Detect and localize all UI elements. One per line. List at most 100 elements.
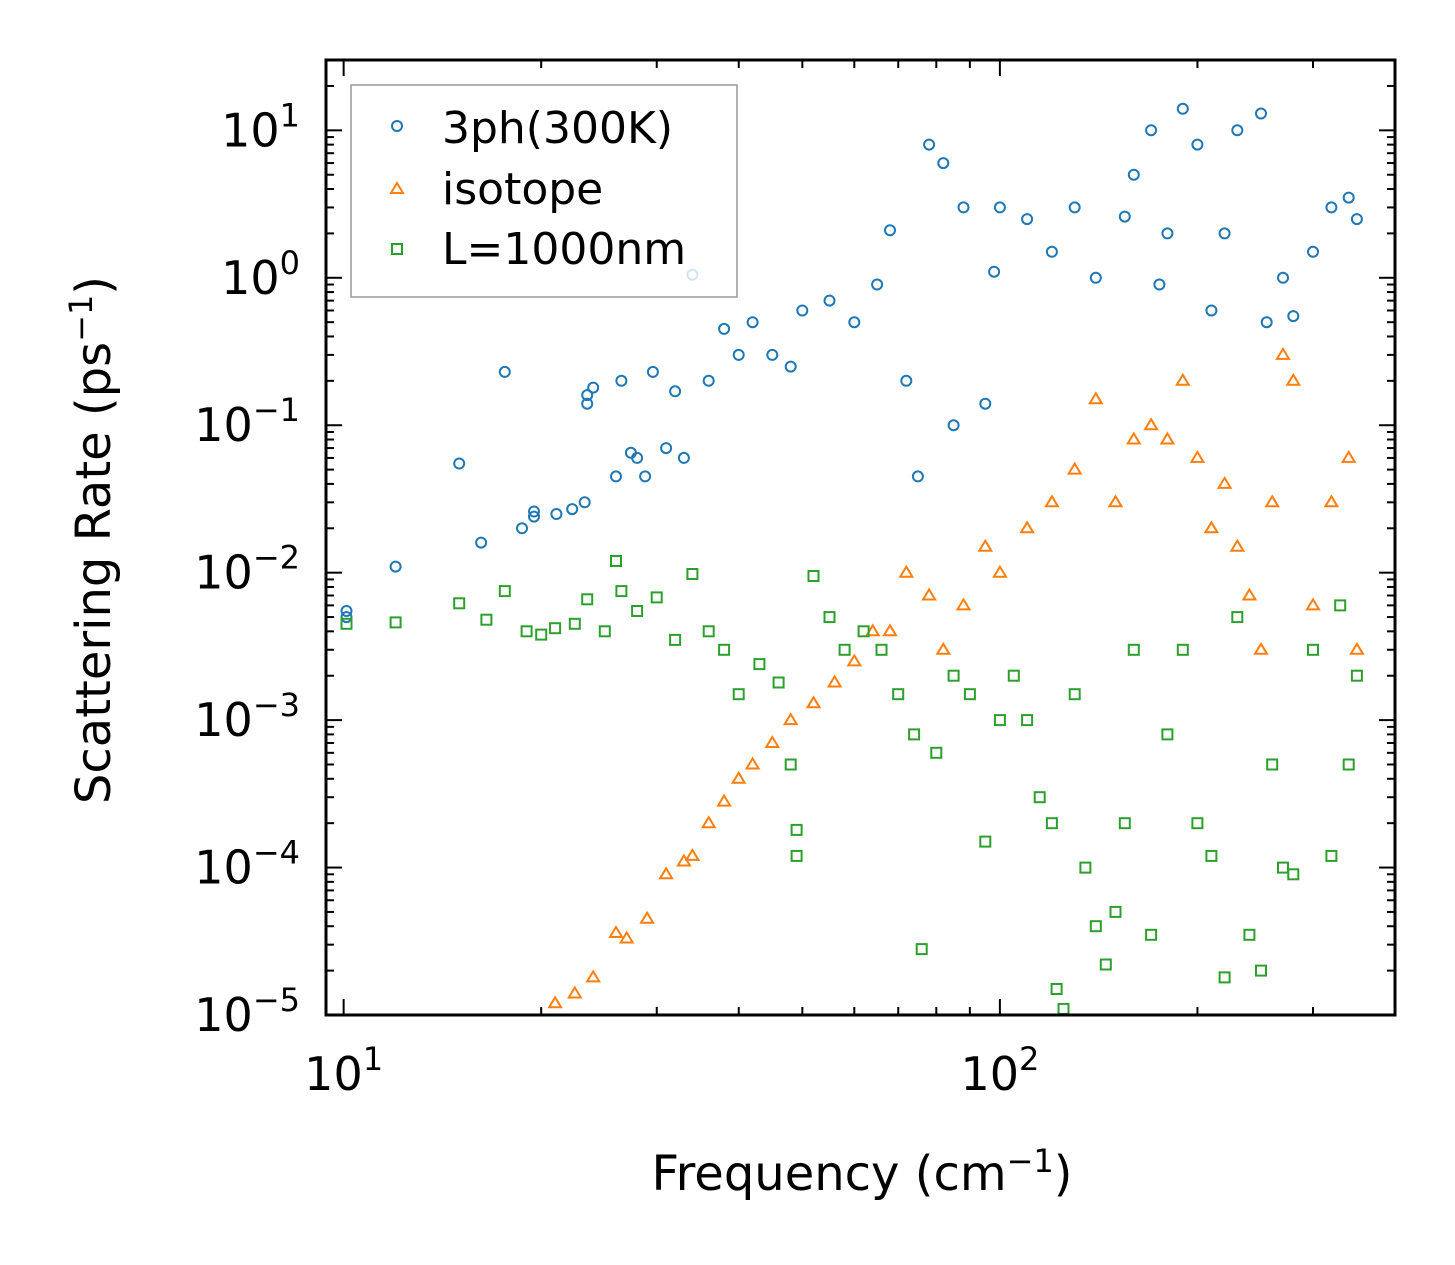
data-point	[857, 625, 870, 638]
legend-marker-boundary	[391, 243, 403, 255]
data-point	[826, 674, 843, 688]
data-point	[1253, 641, 1269, 655]
data-point	[921, 587, 937, 601]
data-point	[1044, 494, 1060, 508]
data-point	[882, 623, 898, 637]
data-point	[547, 995, 563, 1009]
data-point	[875, 643, 888, 656]
data-point	[608, 925, 624, 938]
data-point	[1159, 431, 1176, 445]
data-point	[1243, 928, 1256, 941]
data-point	[1334, 599, 1347, 612]
series-0	[340, 102, 1363, 624]
legend: 3ph(300K) isotope L=1000nm	[350, 84, 738, 298]
data-point	[453, 597, 466, 610]
legend-label-isotope: isotope	[442, 164, 603, 215]
data-point	[1218, 971, 1231, 984]
data-point	[660, 442, 673, 455]
data-point	[823, 294, 836, 307]
data-point	[1231, 611, 1244, 624]
data-point	[498, 585, 511, 598]
data-point	[988, 265, 1001, 278]
data-point	[718, 643, 731, 656]
data-point	[1275, 346, 1291, 360]
data-point	[389, 560, 402, 573]
data-point	[955, 597, 972, 611]
data-point	[1260, 316, 1273, 329]
data-point	[516, 522, 528, 535]
data-point	[1045, 817, 1058, 830]
data-point	[1305, 597, 1321, 611]
legend-box	[350, 84, 738, 298]
data-point	[908, 728, 921, 741]
data-point	[753, 658, 766, 671]
data-point	[1191, 817, 1204, 830]
series-2	[340, 555, 1363, 1015]
data-point	[528, 510, 540, 523]
data-point	[535, 628, 548, 641]
legend-marker-3ph	[391, 120, 403, 132]
data-point	[581, 389, 594, 402]
data-point	[1099, 958, 1112, 971]
data-point	[993, 714, 1006, 727]
data-point	[1050, 983, 1063, 995]
data-point	[1264, 494, 1280, 508]
data-point	[823, 611, 836, 624]
data-point	[1285, 372, 1302, 386]
data-point	[1153, 278, 1166, 291]
data-point	[1143, 417, 1159, 431]
data-point	[1342, 191, 1355, 204]
data-point	[1033, 791, 1046, 804]
data-point	[669, 385, 682, 398]
data-point	[520, 625, 533, 638]
data-point	[1175, 372, 1191, 386]
legend-label-3ph: 3ph(300K)	[442, 103, 673, 154]
data-point	[1089, 920, 1102, 933]
data-point	[979, 835, 992, 848]
y-tick-label: 10−3	[194, 686, 300, 747]
data-point	[784, 758, 797, 771]
data-point	[1277, 861, 1289, 874]
data-point	[702, 625, 715, 638]
data-point	[1287, 310, 1300, 323]
data-point	[898, 564, 915, 578]
data-point	[1205, 304, 1218, 317]
data-point	[578, 496, 591, 509]
data-point	[1161, 227, 1174, 240]
data-point	[730, 770, 747, 784]
data-marks	[340, 102, 1365, 1015]
data-point	[389, 616, 402, 629]
data-point	[646, 365, 659, 378]
y-axis-label: Scattering Rate (ps−1)	[62, 276, 122, 804]
y-tick-label: 100	[221, 244, 300, 305]
data-point	[549, 622, 562, 635]
data-point	[618, 930, 635, 944]
data-point	[1255, 107, 1267, 120]
data-point	[585, 969, 601, 983]
x-tick-label: 102	[960, 1040, 1039, 1101]
data-point	[598, 625, 611, 638]
data-point	[911, 470, 924, 483]
data-point	[1325, 849, 1338, 862]
data-point	[1145, 124, 1158, 137]
data-point	[1068, 201, 1081, 214]
y-tick-label: 10−5	[194, 981, 300, 1042]
data-point	[587, 381, 600, 394]
data-point	[1126, 431, 1142, 445]
data-point	[1079, 861, 1092, 874]
data-point	[764, 735, 781, 748]
data-point	[732, 348, 745, 361]
data-point	[1068, 688, 1081, 701]
data-point	[1109, 905, 1122, 918]
data-point	[639, 470, 652, 483]
data-point	[947, 669, 960, 682]
data-point	[658, 866, 674, 880]
data-point	[1088, 391, 1104, 405]
data-point	[1021, 714, 1034, 727]
data-point	[1255, 964, 1267, 977]
x-axis-label: Frequency (cm−1)	[651, 1142, 1072, 1202]
data-point	[848, 316, 861, 329]
data-point	[790, 823, 803, 836]
data-point	[475, 536, 488, 549]
